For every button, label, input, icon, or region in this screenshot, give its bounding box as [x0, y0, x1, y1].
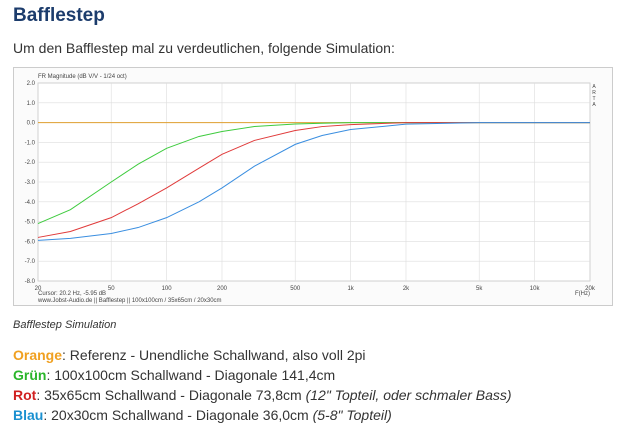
intro-text: Um den Bafflestep mal zu verdeutlichen, …: [13, 40, 395, 56]
y-tick-label: -1.0: [25, 140, 36, 146]
x-tick-label: 2k: [403, 286, 410, 292]
note-text: : Referenz - Unendliche Schallwand, also…: [62, 347, 366, 363]
note-name: Rot: [13, 387, 37, 403]
page-title: Bafflestep: [13, 5, 105, 26]
x-tick-label: 10k: [530, 286, 541, 292]
x-tick-label: 1k: [347, 286, 354, 292]
legend-note: Orange: Referenz - Unendliche Schallwand…: [13, 345, 512, 365]
note-text: : 20x30cm Schallwand - Diagonale 36,0cm: [43, 407, 313, 423]
note-name: Blau: [13, 407, 44, 423]
y-tick-label: -5.0: [25, 220, 36, 226]
note-text: : 100x100cm Schallwand - Diagonale 141,4…: [46, 367, 336, 383]
y-tick-label: -8.0: [25, 279, 36, 285]
x-tick-label: 100: [162, 286, 173, 292]
note-text: : 35x65cm Schallwand - Diagonale 73,8cm: [36, 387, 306, 403]
x-tick-label: 20: [35, 286, 42, 292]
y-tick-label: -3.0: [25, 180, 36, 186]
note-name: Grün: [13, 367, 47, 383]
y-tick-label: 1.0: [27, 101, 36, 107]
side-label: ARTA: [591, 84, 597, 108]
series-line: [37, 122, 590, 241]
legend-note: Grün: 100x100cm Schallwand - Diagonale 1…: [13, 365, 512, 385]
y-tick-label: -4.0: [25, 200, 36, 206]
note-detail: (5-8" Topteil): [312, 407, 392, 423]
x-tick-label: 5k: [476, 286, 483, 292]
x-axis-label: F(Hz): [575, 291, 590, 297]
y-tick-label: 0.0: [27, 121, 36, 127]
y-tick-label: -6.0: [25, 239, 36, 245]
cursor-text: Cursor: 20.2 Hz, -5.95 dB: [38, 291, 106, 297]
x-tick-label: 20k: [585, 286, 596, 292]
footer-text: www.Jobst-Audio.de || Bafflestep || 100x…: [37, 298, 222, 304]
series-line: [37, 122, 590, 238]
x-tick-label: 50: [108, 286, 115, 292]
legend-note: Rot: 35x65cm Schallwand - Diagonale 73,8…: [13, 385, 512, 405]
y-tick-label: -7.0: [25, 259, 36, 265]
caption: Bafflestep Simulation: [13, 319, 117, 331]
y-tick-label: 2.0: [27, 81, 36, 87]
legend-notes: Orange: Referenz - Unendliche Schallwand…: [13, 345, 512, 425]
legend-note: Blau: 20x30cm Schallwand - Diagonale 36,…: [13, 405, 512, 425]
x-tick-label: 500: [290, 286, 301, 292]
y-tick-label: -2.0: [25, 160, 36, 166]
chart: FR Magnitude (dB V/V - 1/24 oct) ARTA F(…: [13, 67, 613, 306]
note-name: Orange: [13, 347, 63, 363]
chart-title: FR Magnitude (dB V/V - 1/24 oct): [38, 74, 127, 80]
x-tick-label: 200: [217, 286, 228, 292]
note-detail: (12" Topteil, oder schmaler Bass): [305, 387, 512, 403]
